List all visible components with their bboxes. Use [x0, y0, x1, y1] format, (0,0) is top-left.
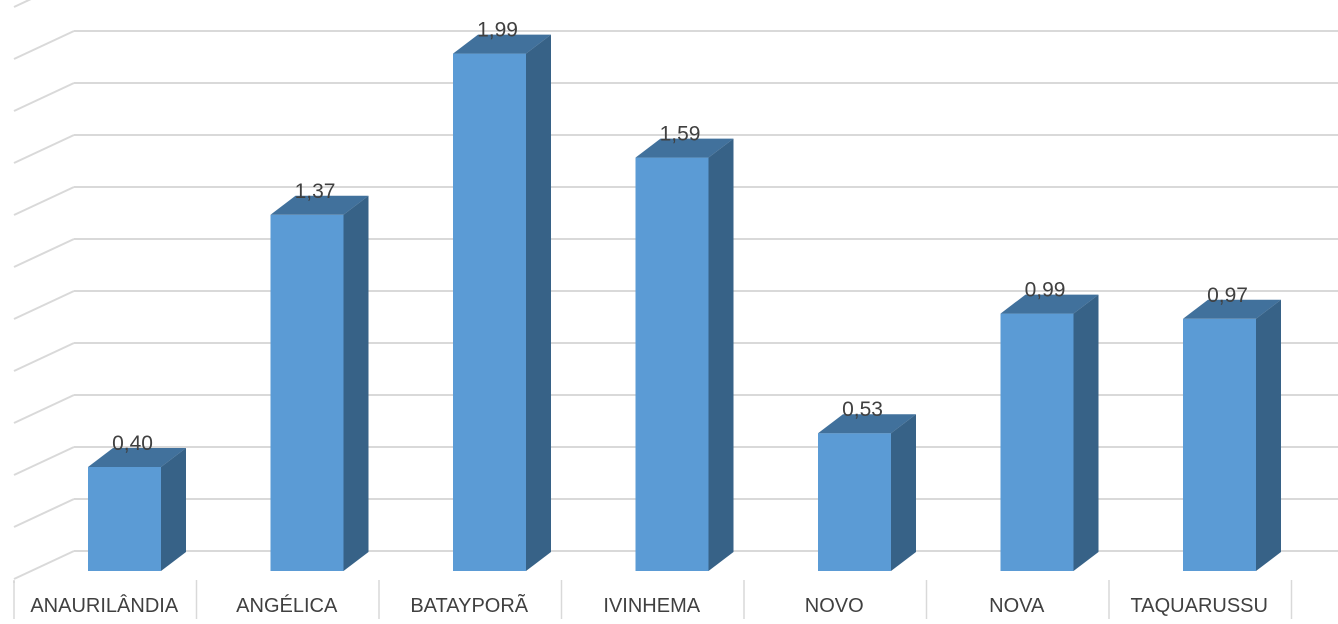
data-label: 1,59: [660, 123, 701, 146]
gridline-diagonal: [13, 290, 75, 320]
bar-top: [270, 195, 369, 215]
category-label: IVINHEMA: [603, 595, 700, 617]
gridline-diagonal: [13, 550, 75, 580]
data-label: 0,53: [842, 398, 883, 421]
bar-side: [161, 448, 186, 571]
gridline-diagonal: [13, 342, 75, 372]
category-label: NOVA: [989, 595, 1045, 617]
bar-nova: [1000, 313, 1074, 571]
bar-batayporã: [453, 53, 526, 572]
gridline-diagonal: [13, 238, 75, 268]
gridline-diagonal: [13, 446, 75, 476]
bar-side: [1073, 294, 1099, 571]
data-label: 1,99: [477, 19, 518, 42]
data-label: 0,99: [1025, 279, 1066, 302]
bar-anaurilândia: [88, 467, 161, 571]
bar-top: [88, 448, 186, 467]
data-label: 0,40: [112, 432, 153, 455]
category-label: NOVO: [805, 595, 864, 617]
bar-side: [1256, 299, 1281, 571]
bar-taquarussu: [1183, 318, 1256, 571]
gridline-diagonal: [13, 134, 75, 164]
category-label: ANGÉLICA: [236, 594, 338, 617]
bar-novo: [818, 433, 891, 571]
bar-angélica: [270, 214, 344, 572]
data-label: 0,97: [1207, 284, 1248, 307]
bar-top: [1000, 294, 1099, 314]
gridline-diagonal: [13, 30, 75, 60]
bar-side: [891, 414, 916, 571]
gridline-diagonal: [13, 82, 75, 112]
category-label: BATAYPORÃ: [410, 593, 528, 617]
bar-top: [818, 414, 916, 434]
bar-ivinhema: [635, 157, 709, 571]
bar-top: [1183, 299, 1281, 319]
bar-side: [708, 138, 734, 571]
category-label: ANAURILÂNDIA: [30, 594, 178, 617]
bar-top: [453, 34, 551, 54]
bar-top: [635, 138, 734, 158]
gridline-diagonal: [13, 186, 75, 216]
bar-side: [343, 195, 369, 572]
gridline-diagonal: [13, 394, 75, 424]
category-label: TAQUARUSSU: [1131, 595, 1268, 617]
gridline-diagonal: [13, 498, 75, 528]
gridline-diagonal: [13, 0, 32, 8]
bar-side: [526, 34, 551, 572]
data-label: 1,37: [295, 180, 336, 203]
